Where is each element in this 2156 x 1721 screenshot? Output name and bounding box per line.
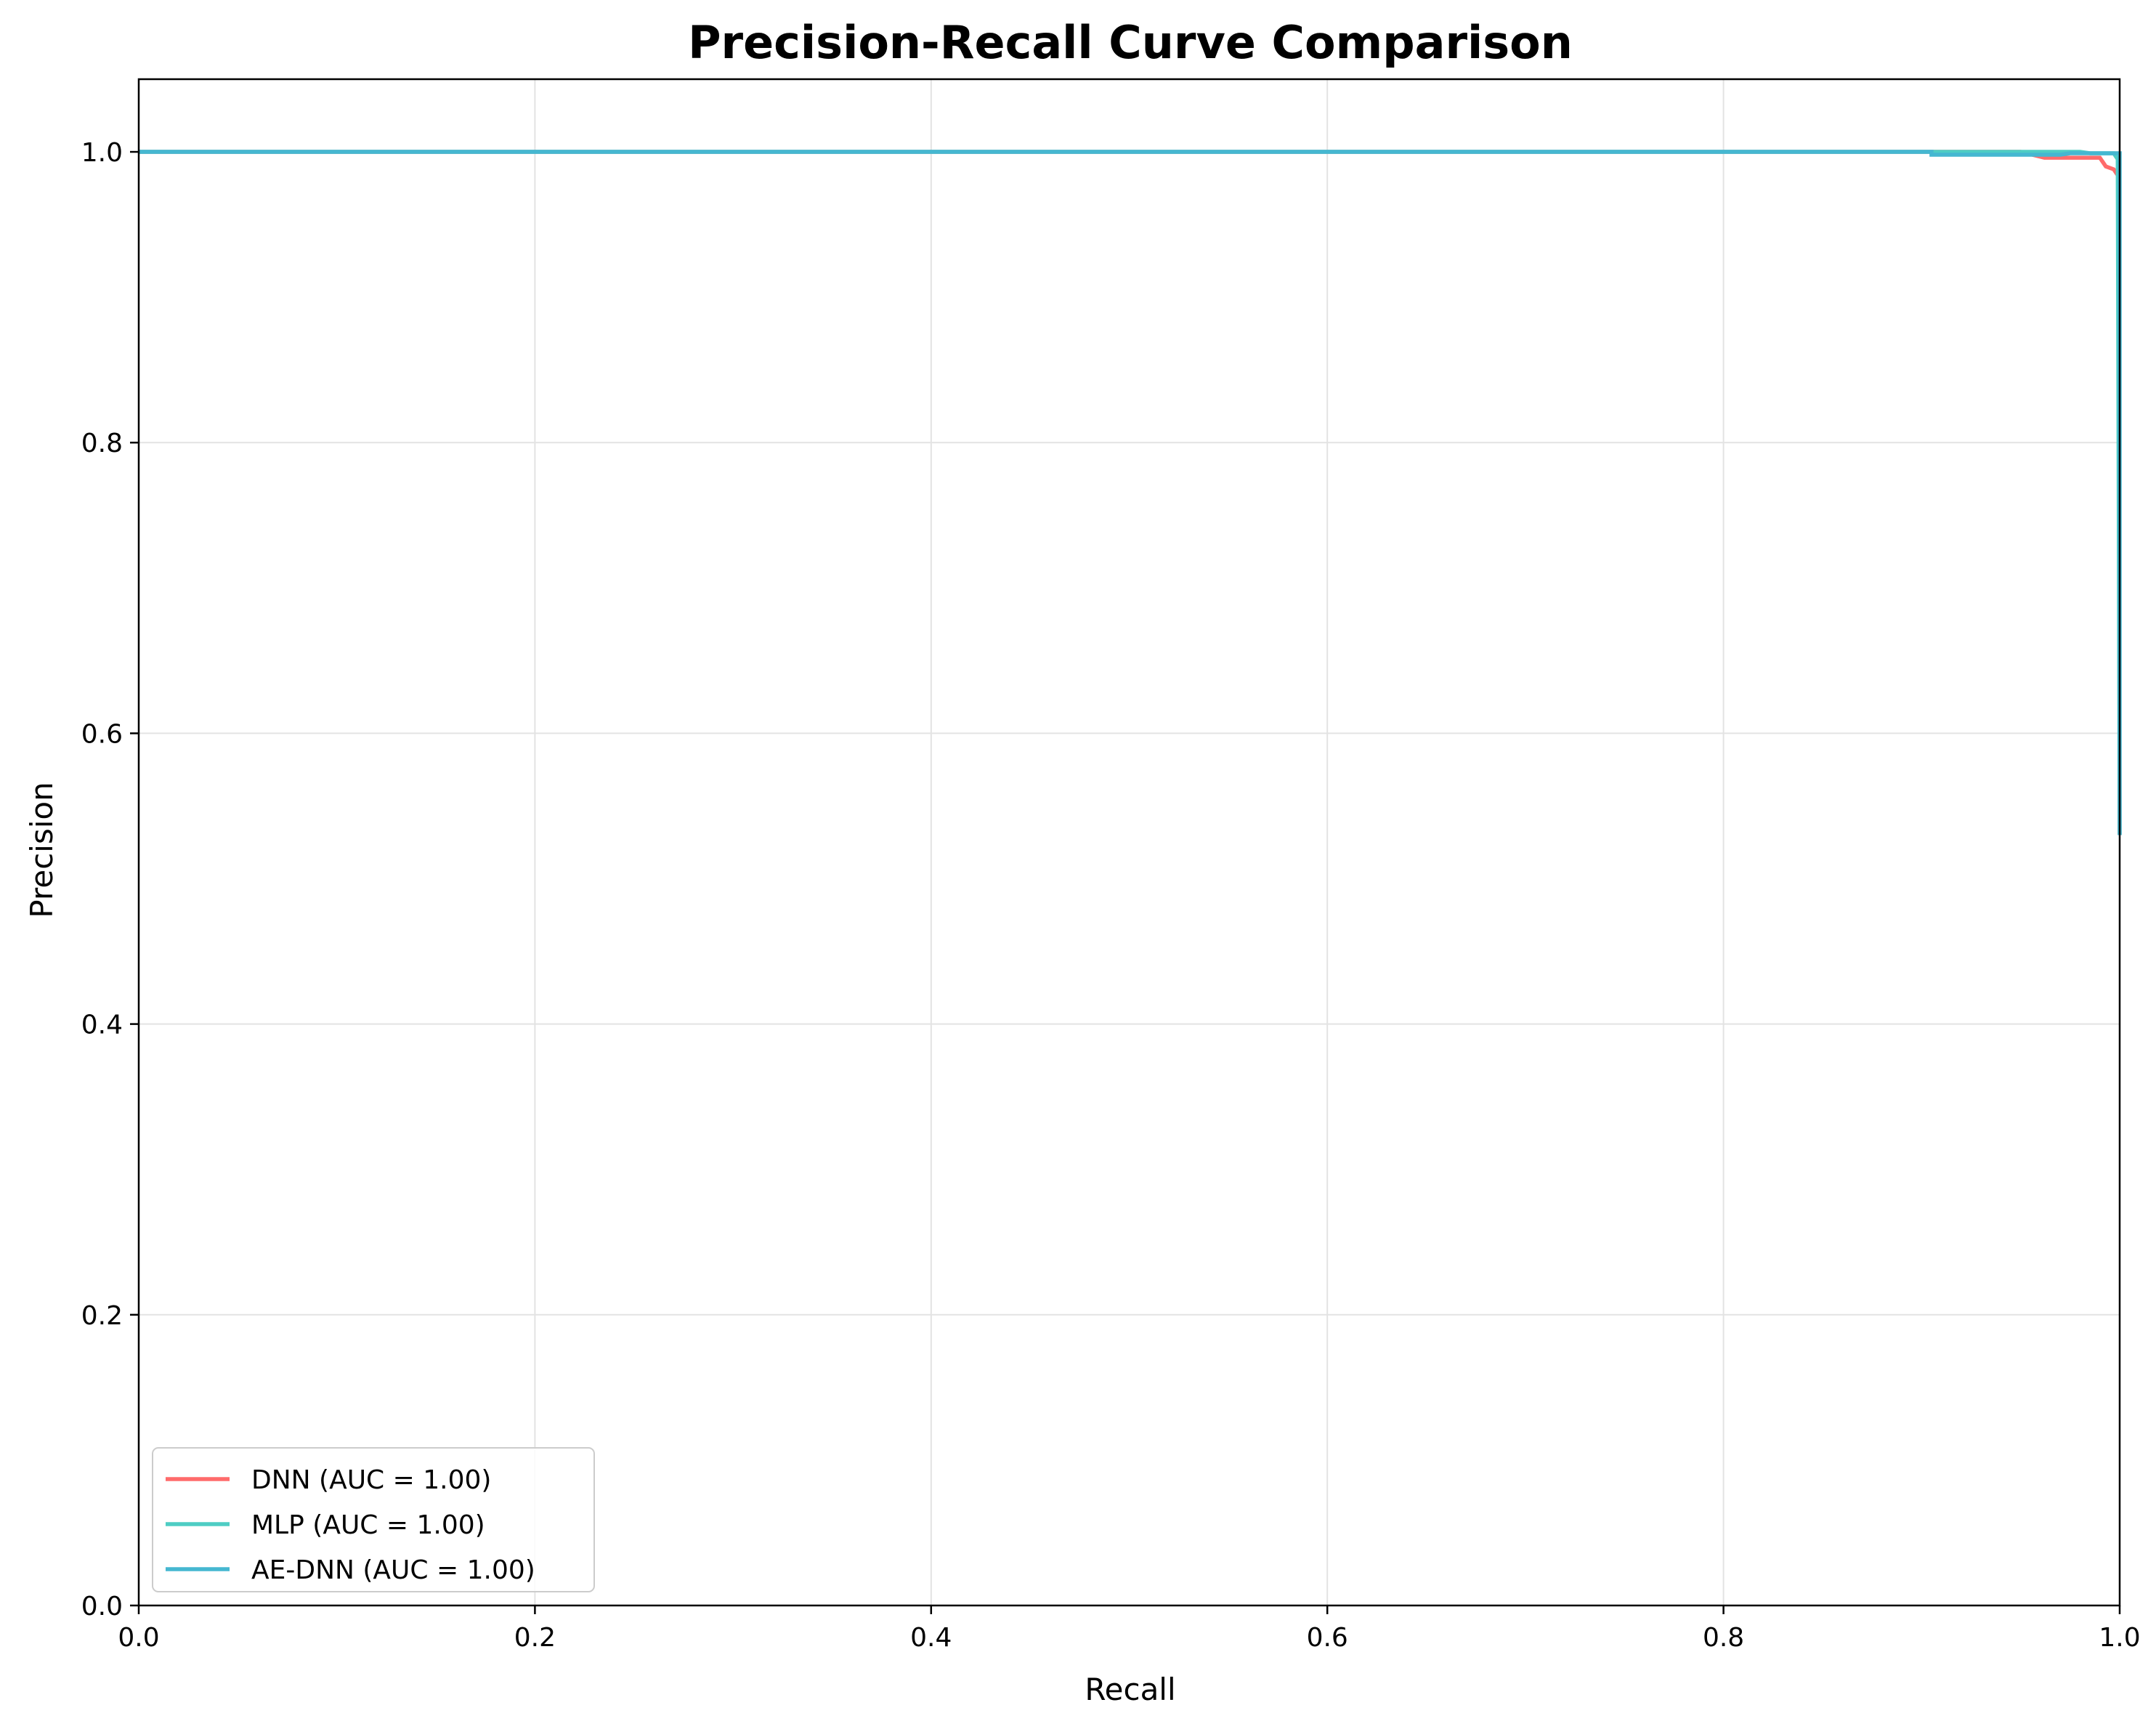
- legend-label-ae-dnn: AE-DNN (AUC = 1.00): [251, 1555, 535, 1585]
- y-tick-label: 0.2: [81, 1301, 123, 1331]
- x-tick-label: 1.0: [2099, 1623, 2140, 1653]
- y-tick-label: 0.0: [81, 1592, 123, 1621]
- x-tick-label: 0.4: [910, 1623, 952, 1653]
- x-tick-label: 0.6: [1307, 1623, 1348, 1653]
- chart-title: Precision-Recall Curve Comparison: [688, 16, 1573, 69]
- x-tick-label: 0.2: [514, 1623, 556, 1653]
- legend-items: DNN (AUC = 1.00) MLP (AUC = 1.00) AE-DNN (…: [166, 1465, 535, 1585]
- x-axis-ticks: 0.0 0.2 0.4 0.6 0.8 1.0: [118, 1605, 2141, 1653]
- y-tick-label: 0.8: [81, 429, 123, 458]
- grid-lines: [138, 79, 2120, 1606]
- plot-frame: [137, 78, 2121, 1607]
- y-tick-label: 0.6: [81, 719, 123, 749]
- legend-label-mlp: MLP (AUC = 1.00): [251, 1510, 485, 1540]
- y-tick-label: 1.0: [81, 138, 123, 168]
- legend: DNN (AUC = 1.00) MLP (AUC = 1.00) AE-DNN (…: [152, 1447, 595, 1592]
- x-tick-label: 0.8: [1703, 1623, 1744, 1653]
- y-axis-label: Precision: [24, 782, 60, 918]
- y-tick-label: 0.4: [81, 1011, 123, 1040]
- legend-box: [152, 1447, 595, 1592]
- y-axis-ticks: 0.0 0.2 0.4 0.6 0.8 1.0: [81, 138, 139, 1621]
- x-axis-label: Recall: [1085, 1672, 1175, 1707]
- legend-label-dnn: DNN (AUC = 1.00): [251, 1465, 491, 1495]
- x-tick-label: 0.0: [118, 1623, 159, 1653]
